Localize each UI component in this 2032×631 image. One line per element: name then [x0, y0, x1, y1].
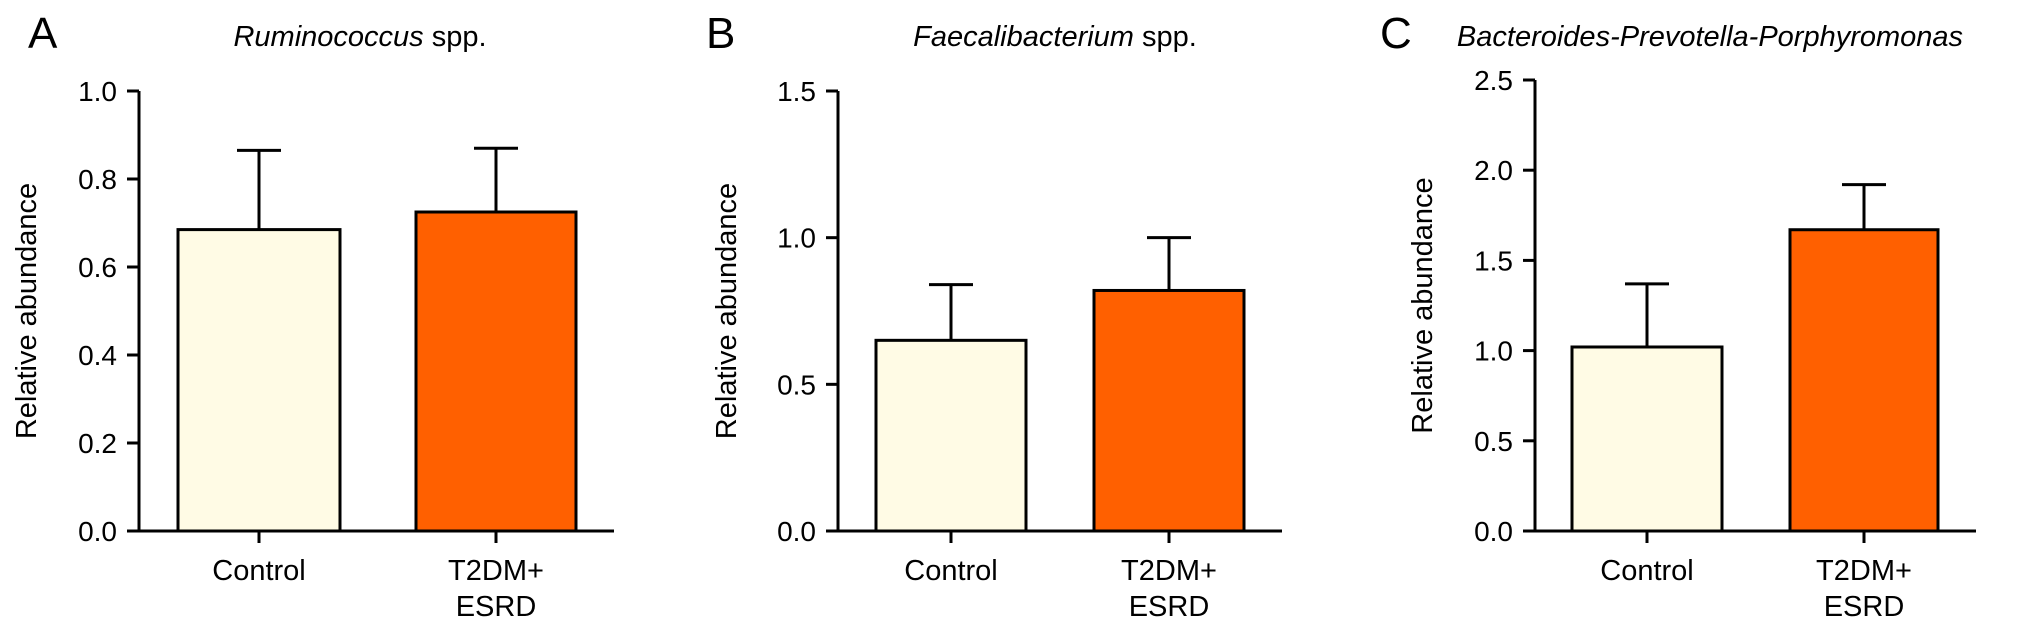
x-tick-label: Control — [1600, 555, 1694, 587]
panel-a: A Ruminococcus spp. Relative abundance Cont… — [11, 9, 614, 623]
bar — [1570, 345, 1724, 533]
panel-b: B Faecalibacterium spp. Relative abundance… — [706, 9, 1282, 623]
y-tick-label: 0.4 — [78, 340, 117, 371]
x-tick-label: ESRD — [1129, 591, 1210, 623]
bar — [176, 228, 342, 533]
x-tick-label: T2DM+ — [448, 555, 544, 587]
y-tick-label: 1.5 — [1474, 245, 1513, 276]
y-tick-label: 0.5 — [1474, 426, 1513, 457]
y-tick-label: 0.2 — [78, 428, 117, 459]
panel-title-rest: spp. — [1134, 21, 1197, 53]
bar — [1092, 288, 1246, 533]
panel-title-italic: Faecalibacterium — [913, 21, 1134, 53]
y-tick-label: 0.0 — [78, 516, 117, 547]
x-tick-label: ESRD — [1824, 591, 1905, 623]
bar — [874, 338, 1028, 533]
x-tick-label: T2DM+ — [1816, 555, 1912, 587]
y-tick-label: 1.0 — [1474, 336, 1513, 367]
y-tick-label: 2.0 — [1474, 155, 1513, 186]
bar — [414, 210, 578, 533]
x-tick-label: Control — [904, 555, 998, 587]
y-axis-label: Relative abundance — [711, 183, 743, 439]
panel-title: Ruminococcus spp. — [233, 21, 486, 53]
y-tick-label: 1.0 — [78, 76, 117, 107]
x-tick-label: Control — [212, 555, 306, 587]
panel-title-italic: Bacteroides-Prevotella-Porphyromonas — [1457, 21, 1963, 53]
y-tick-label: 0.8 — [78, 164, 117, 195]
y-tick-label: 0.0 — [777, 516, 816, 547]
x-tick-label: ESRD — [456, 591, 537, 623]
y-tick-label: 1.0 — [777, 223, 816, 254]
panel-title-italic: Ruminococcus — [233, 21, 423, 53]
y-tick-label: 2.5 — [1474, 65, 1513, 96]
y-tick-label: 0.5 — [777, 369, 816, 400]
panel-letter: A — [28, 9, 58, 58]
bar — [1788, 228, 1940, 533]
panel-c: C Bacteroides-Prevotella-Porphyromonas Rel… — [1380, 9, 1976, 623]
y-axis-label: Relative abundance — [11, 183, 43, 439]
panel-title: Faecalibacterium spp. — [913, 21, 1197, 53]
y-axis-label: Relative abundance — [1407, 177, 1439, 433]
panel-title: Bacteroides-Prevotella-Porphyromonas — [1457, 21, 1963, 53]
y-tick-label: 1.5 — [777, 76, 816, 107]
panel-letter: B — [706, 9, 735, 58]
panel-title-rest: spp. — [424, 21, 487, 53]
panel-letter: C — [1380, 9, 1412, 58]
x-tick-label: T2DM+ — [1121, 555, 1217, 587]
y-tick-label: 0.0 — [1474, 516, 1513, 547]
y-tick-label: 0.6 — [78, 252, 117, 283]
